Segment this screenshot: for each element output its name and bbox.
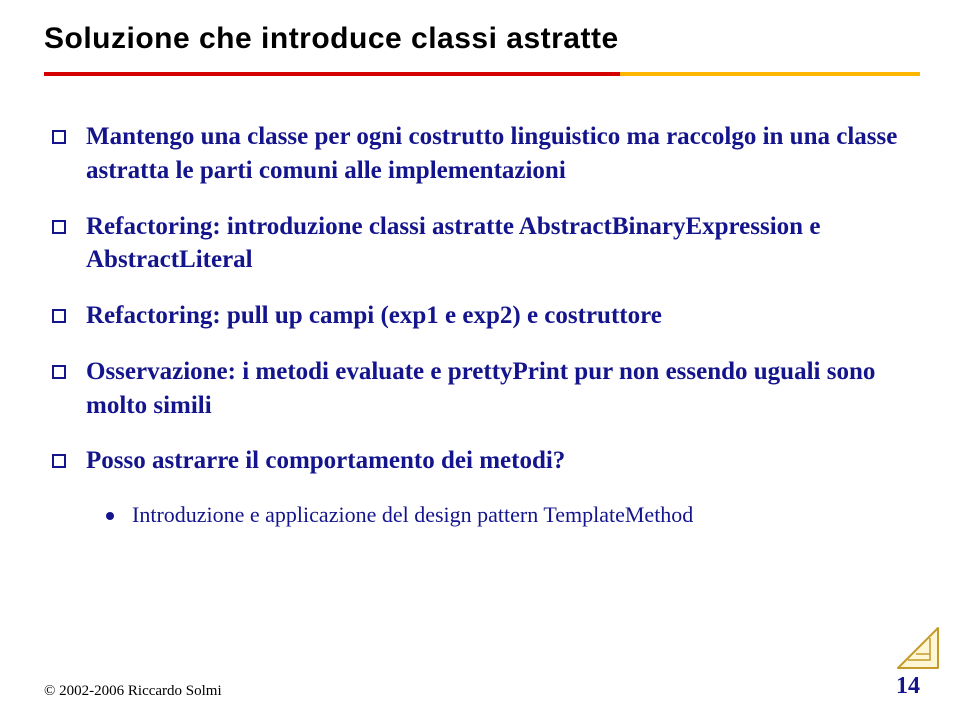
- bullet-text: Posso astrarre il comportamento dei meto…: [86, 444, 565, 478]
- footer: © 2002-2006 Riccardo Solmi 14: [44, 673, 920, 700]
- bullet-level1: Osservazione: i metodi evaluate e pretty…: [52, 355, 920, 423]
- bullet-marker-icon: [52, 454, 66, 468]
- bullet-text: Refactoring: pull up campi (exp1 e exp2)…: [86, 299, 662, 333]
- bullet-marker-icon: [52, 130, 66, 144]
- page-number: 14: [896, 673, 920, 700]
- bullet-text: Osservazione: i metodi evaluate e pretty…: [86, 355, 920, 423]
- bullet-list: Mantengo una classe per ogni costrutto l…: [44, 120, 920, 530]
- bullet-marker-icon: [52, 220, 66, 234]
- bullet-level1: Refactoring: pull up campi (exp1 e exp2)…: [52, 299, 920, 333]
- bullet-level1: Refactoring: introduzione classi astratt…: [52, 210, 920, 278]
- bullet-text: Refactoring: introduzione classi astratt…: [86, 210, 920, 278]
- bullet-marker-icon: [52, 365, 66, 379]
- bullet-level1: Mantengo una classe per ogni costrutto l…: [52, 120, 920, 188]
- divider: [44, 72, 920, 76]
- slide-title: Soluzione che introduce classi astratte: [44, 22, 920, 56]
- bullet-level1: Posso astrarre il comportamento dei meto…: [52, 444, 920, 478]
- divider-yellow: [620, 72, 920, 76]
- bullet-text: Introduzione e applicazione del design p…: [132, 500, 693, 530]
- bullet-marker-icon: [52, 309, 66, 323]
- bullet-level2: Introduzione e applicazione del design p…: [106, 500, 920, 530]
- page-curl-icon: [894, 624, 942, 672]
- copyright-text: © 2002-2006 Riccardo Solmi: [44, 683, 222, 700]
- slide: Soluzione che introduce classi astratte …: [0, 0, 960, 722]
- bullet-dot-icon: [106, 512, 114, 520]
- bullet-text: Mantengo una classe per ogni costrutto l…: [86, 120, 920, 188]
